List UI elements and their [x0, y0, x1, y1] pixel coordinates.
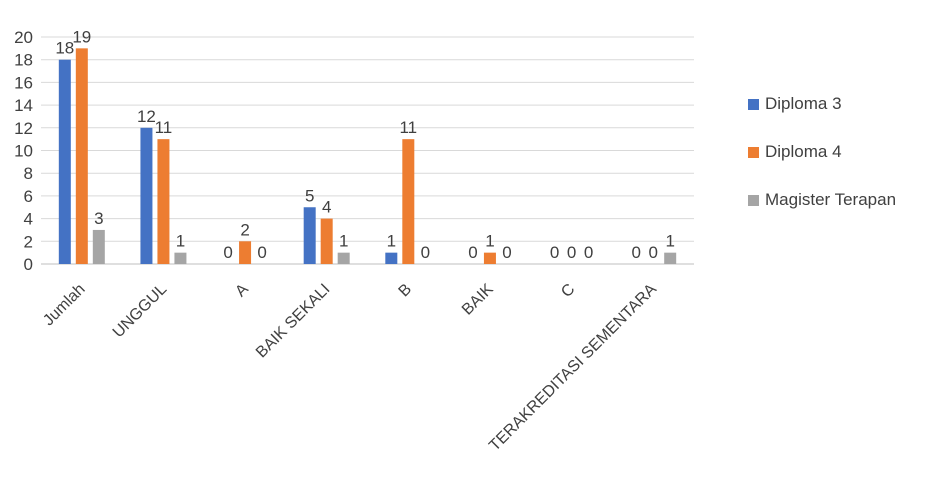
bar: [157, 139, 170, 264]
x-tick-label: Jumlah: [40, 281, 88, 329]
bar: [402, 139, 415, 264]
data-label: 3: [94, 209, 103, 228]
y-tick-label: 10: [14, 142, 33, 161]
bar: [385, 252, 398, 264]
bar: [337, 252, 350, 264]
y-tick-label: 6: [24, 187, 33, 206]
legend: Diploma 3 Diploma 4 Magister Terapan: [748, 92, 896, 236]
bar: [664, 252, 677, 264]
data-label: 0: [223, 243, 232, 262]
y-tick-label: 2: [24, 232, 33, 251]
x-tick-label: BAIK: [459, 281, 497, 319]
data-label: 18: [55, 39, 74, 58]
y-tick-label: 0: [24, 255, 33, 274]
data-label: 5: [305, 186, 314, 205]
bars: [58, 48, 677, 265]
data-label: 1: [176, 232, 185, 251]
legend-swatch: [748, 146, 759, 158]
legend-label: Diploma 3: [765, 94, 842, 113]
x-axis-ticks: Jumlah UNGGUL A BAIK SEKALI B BAIK CTERAKREDIT…: [40, 281, 660, 455]
data-label: 2: [240, 220, 249, 239]
legend-item-magister-terapan: Magister Terapan: [748, 188, 896, 212]
data-label: 11: [399, 118, 417, 137]
data-label: 0: [584, 243, 593, 262]
x-tick-label: C: [558, 281, 578, 301]
data-label: 1: [665, 232, 674, 251]
y-axis-ticks: 0 2 4 6 8 10 12 14 16 18 20: [14, 28, 33, 274]
data-label: 1: [387, 232, 396, 251]
data-label: 19: [72, 27, 91, 46]
data-label: 0: [631, 243, 640, 262]
legend-label: Magister Terapan: [765, 190, 897, 209]
data-label: 0: [421, 243, 430, 262]
data-label: 11: [155, 118, 173, 137]
data-label: 12: [137, 107, 156, 126]
data-label: 0: [257, 243, 266, 262]
y-tick-label: 4: [24, 210, 33, 229]
data-label: 0: [567, 243, 576, 262]
bar: [174, 252, 187, 264]
x-tick-label: B: [396, 281, 416, 301]
legend-item-diploma-4: Diploma 4: [748, 140, 896, 164]
data-label: 4: [322, 198, 331, 217]
x-tick-label: BAIK SEKALI: [253, 281, 334, 362]
y-tick-label: 20: [14, 28, 33, 47]
data-label: 0: [648, 243, 657, 262]
legend-item-diploma-3: Diploma 3: [748, 92, 896, 116]
legend-swatch: [748, 194, 759, 206]
bar: [58, 59, 71, 265]
y-tick-label: 14: [14, 96, 33, 115]
y-tick-label: 8: [24, 164, 33, 183]
data-label: 1: [485, 232, 494, 251]
bar: [92, 229, 105, 264]
bar: [320, 218, 333, 264]
bar: [140, 127, 153, 264]
data-label: 1: [339, 232, 348, 251]
x-tick-label: UNGGUL: [110, 281, 170, 341]
gridlines: [41, 36, 694, 265]
bar: [239, 241, 252, 264]
data-label: 0: [502, 243, 511, 262]
y-tick-label: 18: [14, 51, 33, 70]
legend-swatch: [748, 98, 759, 110]
data-label: 0: [550, 243, 559, 262]
x-tick-label: TERAKREDITASI SEMENTARA: [486, 281, 660, 455]
bar: [75, 48, 88, 264]
bar: [303, 207, 316, 264]
data-label: 0: [468, 243, 477, 262]
y-tick-label: 12: [14, 119, 33, 138]
legend-label: Diploma 4: [765, 142, 842, 161]
bar: [483, 252, 496, 264]
x-tick-label: A: [232, 281, 252, 301]
y-tick-label: 16: [14, 73, 33, 92]
